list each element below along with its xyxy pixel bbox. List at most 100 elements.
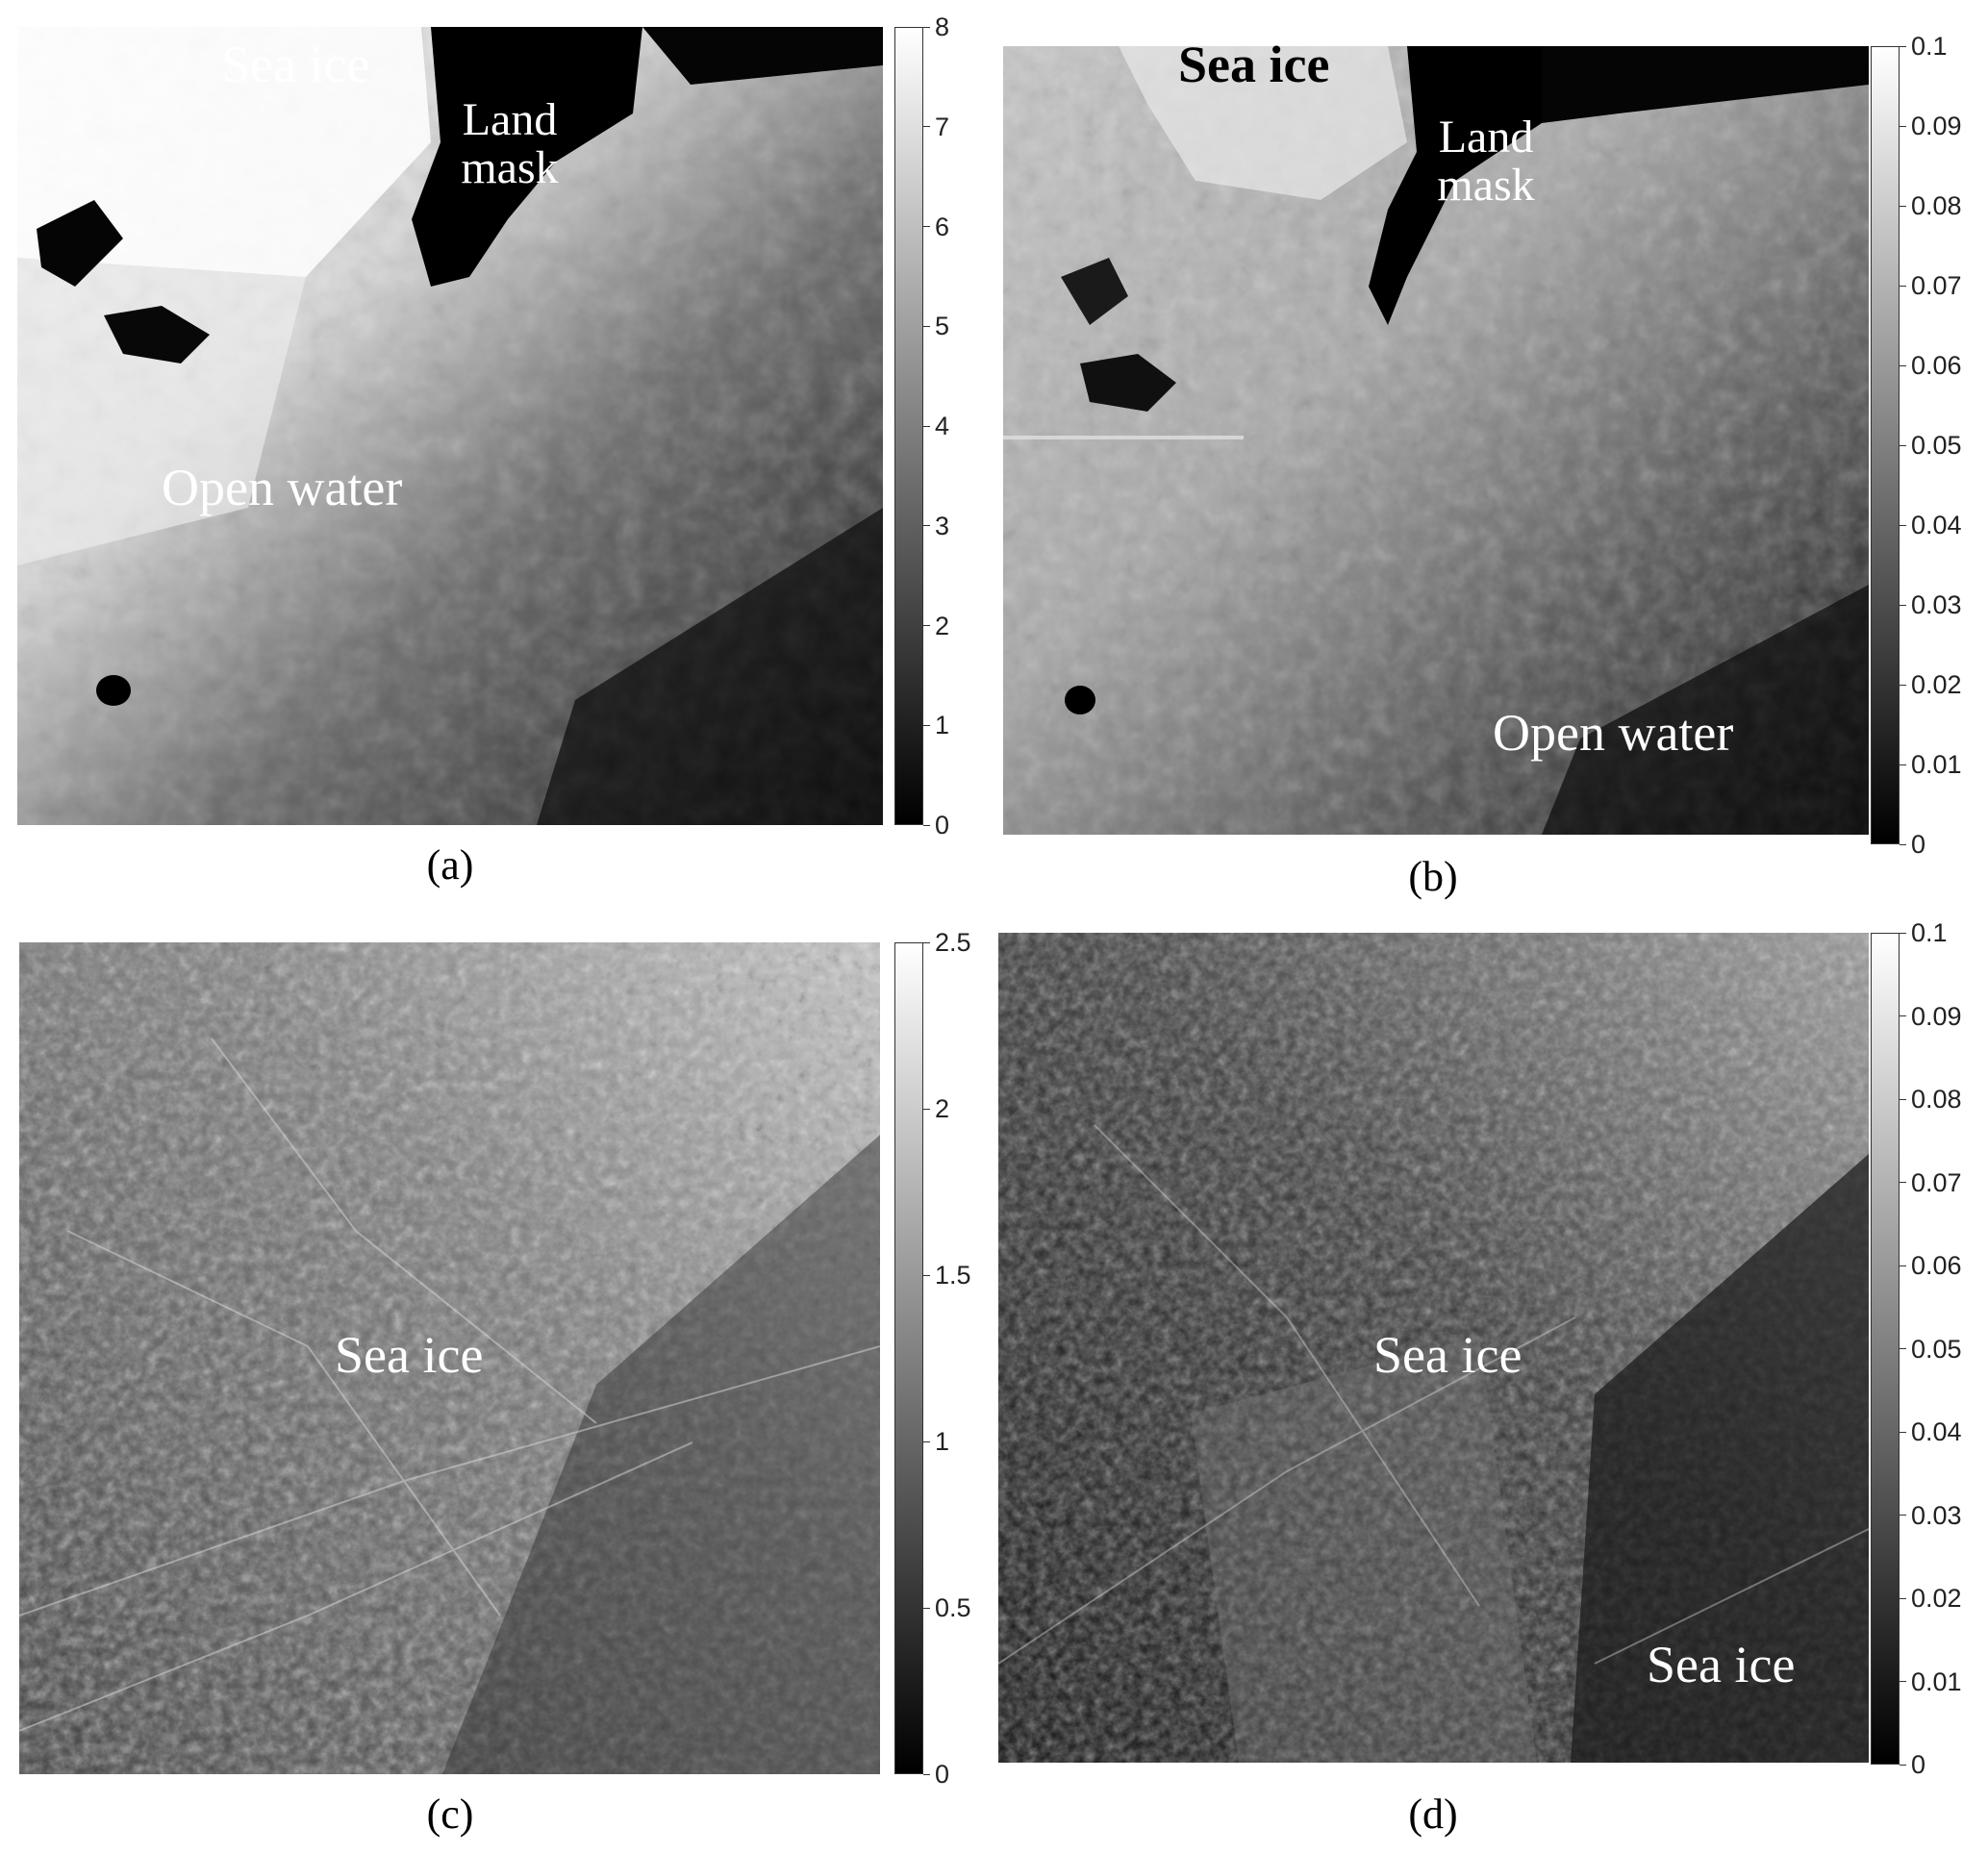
label-sea-ice-d-center: Sea ice [1373, 1326, 1522, 1384]
panel-c-image [19, 942, 880, 1774]
colorbar-tick-mark [923, 1607, 930, 1609]
label-open-water-a: Open water [162, 459, 403, 516]
colorbar-tick-mark [923, 26, 930, 28]
label-sea-ice-c: Sea ice [335, 1326, 484, 1384]
colorbar-tick-mark [923, 525, 930, 527]
caption-a: (a) [426, 841, 474, 889]
colorbar-tick-mark [1900, 1098, 1906, 1100]
colorbar-tick-label: 0.07 [1911, 1167, 1962, 1197]
colorbar-d: 0 0.01 0.02 0.03 0.04 0.05 0.06 0.07 0.08 0.09 0.1 [1871, 920, 1986, 1778]
panel-a-image [17, 27, 883, 825]
colorbar-tick-label: 0 [1911, 1750, 1926, 1779]
colorbar-tick-label: 0.05 [1911, 431, 1962, 460]
colorbar-tick-mark [923, 625, 930, 626]
panel-d-image [998, 933, 1869, 1763]
colorbar-tick-mark [923, 824, 930, 826]
colorbar-a-gradient [894, 27, 923, 825]
colorbar-tick-mark [1900, 1265, 1906, 1266]
colorbar-tick-mark [1900, 444, 1906, 446]
colorbar-tick-label: 0.1 [1911, 918, 1948, 947]
colorbar-tick-mark [1900, 1681, 1906, 1682]
colorbar-tick-label: 1 [935, 711, 950, 740]
colorbar-d-gradient [1871, 933, 1900, 1765]
colorbar-tick-mark [1900, 1515, 1906, 1516]
colorbar-tick-label: 0.5 [935, 1593, 971, 1622]
colorbar-tick-label: 0.01 [1911, 750, 1962, 779]
colorbar-tick-mark [1900, 364, 1906, 366]
colorbar-tick-mark [923, 1773, 930, 1775]
sar-image-b [1003, 46, 1869, 835]
colorbar-tick-label: 0.08 [1911, 191, 1962, 220]
colorbar-b-gradient [1871, 46, 1900, 844]
colorbar-tick-label: 8 [935, 13, 950, 41]
colorbar-tick-label: 0.09 [1911, 112, 1962, 140]
label-sea-ice-a: Sea ice [221, 36, 370, 93]
sar-image-a [17, 27, 883, 825]
colorbar-tick-label: 5 [935, 312, 950, 341]
colorbar-tick-label: 0.08 [1911, 1085, 1962, 1114]
colorbar-tick-mark [1900, 1348, 1906, 1349]
colorbar-tick-label: 6 [935, 212, 950, 241]
sar-image-d [998, 933, 1869, 1763]
colorbar-tick-mark [1900, 45, 1906, 47]
colorbar-tick-mark [1900, 285, 1906, 287]
colorbar-tick-mark [923, 941, 930, 943]
colorbar-tick-mark [1900, 604, 1906, 606]
colorbar-a: 0 1 2 3 4 5 6 7 8 [894, 14, 1010, 839]
colorbar-tick-label: 4 [935, 412, 950, 440]
colorbar-c-gradient [894, 942, 923, 1774]
colorbar-tick-mark [923, 126, 930, 128]
colorbar-tick-label: 0 [1911, 830, 1926, 859]
colorbar-tick-mark [1900, 1182, 1906, 1183]
colorbar-tick-label: 0.09 [1911, 1001, 1962, 1031]
colorbar-tick-mark [1900, 764, 1906, 765]
colorbar-tick-label: 0 [935, 1760, 950, 1789]
label-open-water-b: Open water [1493, 704, 1734, 762]
colorbar-tick-label: 0.06 [1911, 351, 1962, 380]
colorbar-tick-label: 0.02 [1911, 1584, 1962, 1613]
colorbar-tick-mark [923, 1108, 930, 1110]
caption-d: (d) [1408, 1791, 1458, 1838]
colorbar-tick-mark [1900, 1015, 1906, 1016]
colorbar-tick-label: 0.03 [1911, 1500, 1962, 1530]
colorbar-tick-label: 0.03 [1911, 590, 1962, 619]
colorbar-tick-mark [923, 1441, 930, 1442]
label-sea-ice-b: Sea ice [1178, 36, 1330, 93]
colorbar-tick-label: 0.06 [1911, 1251, 1962, 1280]
caption-b: (b) [1408, 853, 1458, 900]
colorbar-tick-mark [1900, 524, 1906, 526]
colorbar-tick-mark [923, 325, 930, 327]
sar-image-c [19, 942, 880, 1774]
colorbar-tick-label: 0.01 [1911, 1666, 1962, 1696]
colorbar-tick-label: 0.05 [1911, 1334, 1962, 1364]
colorbar-tick-mark [1900, 684, 1906, 686]
colorbar-tick-label: 1.5 [935, 1261, 971, 1290]
colorbar-tick-mark [923, 1274, 930, 1276]
colorbar-tick-label: 0.1 [1911, 32, 1948, 61]
colorbar-tick-label: 0 [935, 811, 950, 839]
colorbar-tick-mark [1900, 1764, 1906, 1766]
colorbar-tick-label: 1 [935, 1427, 950, 1456]
colorbar-tick-mark [1900, 932, 1906, 934]
colorbar-tick-label: 2 [935, 611, 950, 640]
colorbar-tick-label: 0.04 [1911, 1417, 1962, 1446]
colorbar-b: 0 0.01 0.02 0.03 0.04 0.05 0.06 0.07 0.08 0.09 0.1 [1871, 34, 1986, 858]
colorbar-tick-mark [1900, 1597, 1906, 1599]
colorbar-tick-label: 0.02 [1911, 670, 1962, 699]
colorbar-tick-mark [1900, 125, 1906, 127]
colorbar-tick-mark [1900, 843, 1906, 845]
colorbar-tick-label: 0.04 [1911, 511, 1962, 539]
label-land-mask-a: Land mask [461, 94, 559, 194]
colorbar-tick-mark [923, 425, 930, 427]
colorbar-tick-label: 7 [935, 112, 950, 141]
colorbar-tick-label: 0.07 [1911, 271, 1962, 300]
colorbar-tick-mark [1900, 1431, 1906, 1433]
colorbar-tick-label: 2.5 [935, 928, 971, 957]
caption-c: (c) [426, 1791, 474, 1838]
label-sea-ice-d-corner: Sea ice [1647, 1636, 1796, 1693]
panel-b-image [1003, 46, 1869, 835]
colorbar-tick-label: 2 [935, 1094, 950, 1123]
colorbar-tick-mark [1900, 205, 1906, 207]
colorbar-c: 0 0.5 1 1.5 2 2.5 [894, 930, 1010, 1788]
colorbar-tick-mark [923, 724, 930, 726]
